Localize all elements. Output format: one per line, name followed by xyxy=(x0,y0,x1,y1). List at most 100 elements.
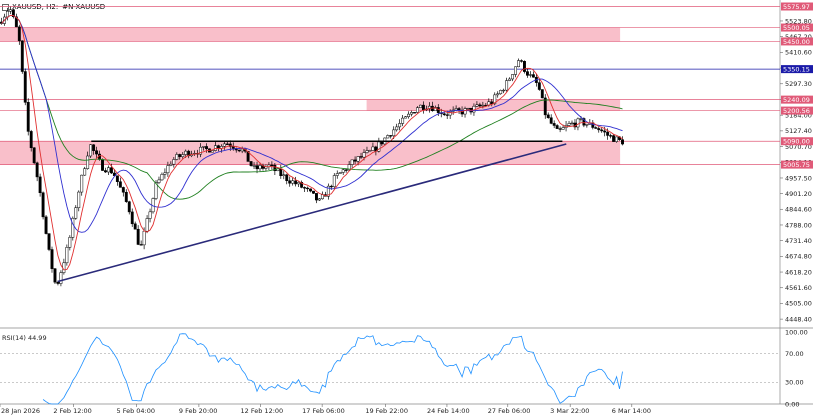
candle-body xyxy=(386,135,390,139)
candle-body xyxy=(609,135,613,137)
candle-body xyxy=(621,139,624,145)
candle-body xyxy=(136,228,140,245)
candle-body xyxy=(341,169,345,173)
candle-body xyxy=(419,104,422,108)
candle-body xyxy=(95,150,99,155)
candle-body xyxy=(463,108,467,115)
candle-body xyxy=(309,188,312,192)
candle-body xyxy=(107,167,110,173)
candle-body xyxy=(371,146,375,151)
y-tick-label: 5070.70 xyxy=(785,143,812,151)
candle-body xyxy=(472,105,476,113)
candle-body xyxy=(205,146,208,150)
candle-body xyxy=(380,141,384,145)
candle-body xyxy=(329,185,333,188)
candle-body xyxy=(326,185,330,197)
candle-body xyxy=(525,71,529,76)
candle-body xyxy=(26,102,30,132)
candle-body xyxy=(47,233,51,250)
level-badge xyxy=(781,160,813,169)
candle-body xyxy=(225,143,229,145)
candle-body xyxy=(294,180,298,185)
level-badge xyxy=(781,23,813,32)
candle-body xyxy=(552,123,556,126)
candle-body xyxy=(297,182,301,185)
candle-body xyxy=(421,104,425,110)
candle-body xyxy=(255,165,259,170)
moving-average-mid xyxy=(1,14,623,233)
candle-body xyxy=(445,114,449,116)
candle-body xyxy=(511,74,515,80)
candle-body xyxy=(285,174,289,181)
level-badge xyxy=(781,65,813,74)
support-trendline xyxy=(57,143,567,283)
candle-body xyxy=(222,143,226,147)
candle-body xyxy=(32,147,36,164)
candle-body xyxy=(615,136,619,142)
x-tick-label: 12 Feb 12:00 xyxy=(241,407,284,415)
candle-body xyxy=(612,135,616,142)
candle-body xyxy=(175,154,179,160)
candle-body xyxy=(570,122,574,125)
candle-body xyxy=(199,146,203,155)
candle-body xyxy=(273,164,277,172)
level-label: 5200.56 xyxy=(783,107,810,115)
x-tick-label: 6 Mar 14:00 xyxy=(612,407,651,415)
candle-body xyxy=(139,244,143,246)
supply-demand-zone xyxy=(0,27,621,42)
candle-body xyxy=(11,9,15,18)
candle-body xyxy=(86,155,90,169)
candle-body xyxy=(71,217,75,238)
candle-body xyxy=(133,223,137,230)
candle-body xyxy=(481,104,485,107)
candle-body xyxy=(154,182,158,199)
y-tick-label: 5127.40 xyxy=(785,127,812,135)
candle-body xyxy=(558,128,562,130)
candle-body xyxy=(115,175,119,182)
candle-body xyxy=(338,172,342,174)
x-tick-label: 27 Feb 06:00 xyxy=(488,407,531,415)
level-badge xyxy=(781,2,813,11)
symbol-label: XAUUSD, H2: xyxy=(12,3,59,11)
level-badge xyxy=(781,37,813,46)
candle-body xyxy=(181,154,185,157)
candle-body xyxy=(172,159,176,165)
supply-demand-zone xyxy=(0,141,621,165)
candle-body xyxy=(365,150,369,153)
candle-body xyxy=(282,174,286,176)
candle-body xyxy=(427,105,431,110)
candle-body xyxy=(237,149,241,152)
x-tick-label: 3 Mar 22:00 xyxy=(550,407,589,415)
candle-body xyxy=(29,131,33,149)
candle-body xyxy=(344,169,348,171)
candle-body xyxy=(127,201,131,213)
candle-body xyxy=(178,154,182,157)
candle-body xyxy=(303,187,307,189)
candle-body xyxy=(157,179,161,183)
candle-body xyxy=(8,9,12,12)
candle-body xyxy=(211,150,214,153)
x-tick-label: 9 Feb 20:00 xyxy=(179,407,218,415)
candle-body xyxy=(407,113,411,117)
candle-body xyxy=(404,116,408,119)
candle-body xyxy=(184,150,188,155)
candle-body xyxy=(121,187,125,193)
candle-body xyxy=(433,107,437,112)
supply-demand-zone xyxy=(366,99,621,111)
candle-body xyxy=(514,66,517,75)
candle-body xyxy=(395,126,399,131)
candle-body xyxy=(466,107,470,110)
candle-body xyxy=(332,175,336,187)
candle-body xyxy=(38,176,42,193)
candle-body xyxy=(362,152,366,158)
y-tick-label: 5523.80 xyxy=(785,17,812,25)
y-tick-label: 5467.20 xyxy=(785,33,812,41)
candle-body xyxy=(356,156,360,162)
candle-body xyxy=(65,247,69,264)
candle-body xyxy=(594,127,598,129)
candle-body xyxy=(359,156,363,158)
candle-body xyxy=(270,164,274,166)
candle-body xyxy=(228,143,232,147)
candle-body xyxy=(92,144,96,151)
